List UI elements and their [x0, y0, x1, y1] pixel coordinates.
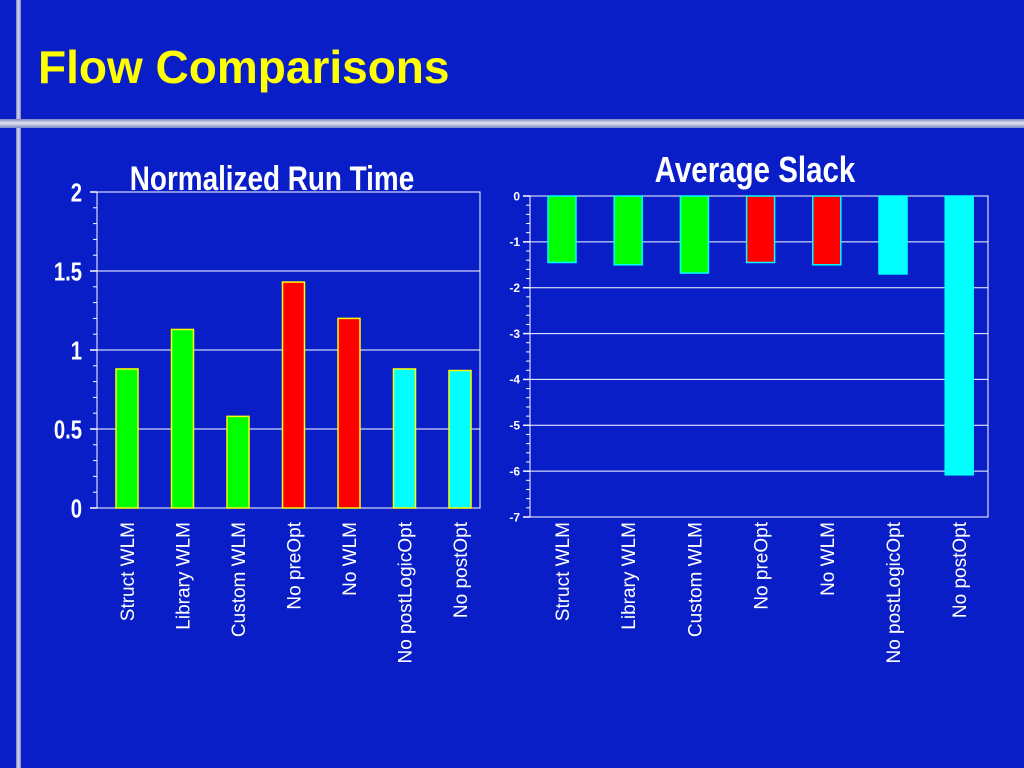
y-tick-label-avg-slack: -3: [509, 327, 520, 341]
chart-avg-slack: 0 -1 -2 -3 -4 -5 -6 -7 Average Slack Struct WLM Li…: [509, 149, 989, 664]
category-label-avg-slack: Library WLM: [619, 522, 640, 630]
category-label-avg-slack: Struct WLM: [553, 522, 574, 621]
y-tick-label-avg-slack: -1: [509, 235, 520, 249]
title-divider-rule: [0, 119, 1024, 128]
bar-avg-slack: [944, 195, 974, 476]
category-label-avg-slack: No postLogicOpt: [884, 521, 905, 663]
y-tick-label-run-time: 1.5: [54, 257, 82, 286]
bar-run-time: [281, 281, 306, 509]
y-tick-label-avg-slack: -7: [509, 510, 520, 524]
bar-run-time: [170, 328, 195, 509]
bar-run-time: [448, 369, 472, 509]
category-label-avg-slack: No postOpt: [950, 521, 971, 618]
y-tick-label-run-time: 0: [71, 494, 82, 523]
category-label-run-time: Struct WLM: [118, 522, 139, 621]
chart-title-avg-slack: Average Slack: [655, 149, 856, 189]
category-label-run-time: No postOpt: [451, 521, 472, 618]
bar-run-time: [115, 368, 139, 509]
y-tick-label-avg-slack: -4: [509, 373, 520, 387]
bar-avg-slack: [547, 195, 577, 264]
y-tick-label-avg-slack: -6: [509, 464, 520, 478]
category-label-run-time: No preOpt: [285, 521, 306, 609]
bar-run-time: [392, 368, 417, 509]
bar-avg-slack: [613, 195, 643, 266]
category-label-run-time: Library WLM: [174, 522, 195, 630]
bar-run-time: [337, 317, 361, 509]
y-tick-label-avg-slack: -2: [509, 281, 520, 295]
left-decorative-rule: [16, 0, 21, 768]
chart-run-time: 0 0.5 1 1.5 2 Normalized Run Time Struct WLM Li…: [54, 159, 481, 664]
category-label-run-time: Custom WLM: [229, 522, 250, 637]
chart-title-run-time: Normalized Run Time: [130, 159, 414, 197]
category-label-avg-slack: No preOpt: [752, 521, 773, 609]
y-tick-label-run-time: 1: [71, 336, 82, 365]
category-label-avg-slack: Custom WLM: [685, 522, 706, 637]
category-label-avg-slack: No WLM: [818, 522, 839, 596]
bar-run-time: [226, 415, 250, 509]
y-tick-label-run-time: 2: [71, 178, 82, 207]
bar-avg-slack: [679, 195, 710, 274]
slide-title: Flow Comparisons: [38, 41, 450, 93]
y-tick-label-run-time: 0.5: [54, 415, 82, 444]
bar-avg-slack: [745, 195, 776, 264]
y-tick-label-avg-slack: -5: [509, 419, 520, 433]
category-label-run-time: No WLM: [340, 522, 361, 596]
y-tick-label-avg-slack: 0: [513, 189, 520, 203]
category-label-run-time: No postLogicOpt: [396, 521, 417, 663]
bar-avg-slack: [878, 195, 908, 275]
bar-avg-slack: [812, 195, 842, 266]
